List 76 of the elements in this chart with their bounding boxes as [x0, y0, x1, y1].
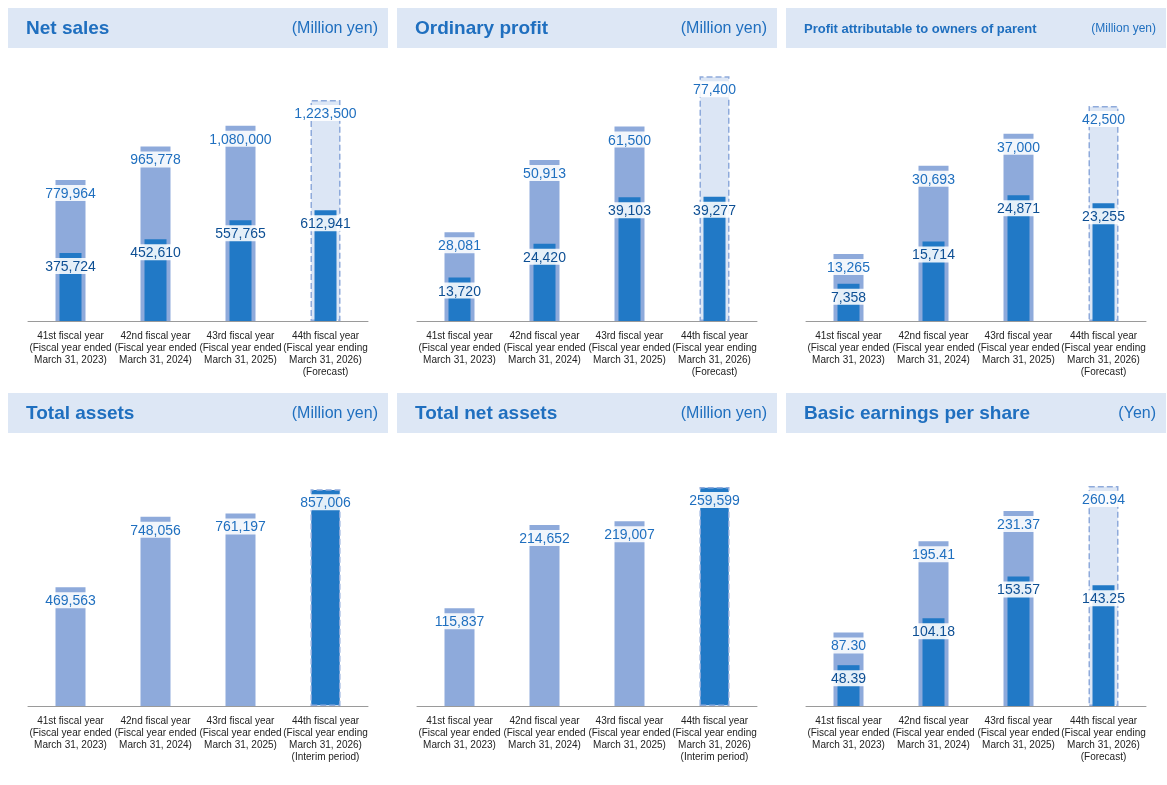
data-label: 1,080,000 — [209, 130, 272, 147]
chart-title: Profit attributable to owners of parent — [804, 20, 1037, 36]
data-label: 557,765 — [215, 225, 267, 242]
data-label: 24,871 — [997, 200, 1041, 217]
data-label: 87.30 — [830, 637, 867, 654]
data-label: 23,255 — [1082, 208, 1126, 225]
data-label: 153.57 — [997, 581, 1041, 598]
chart-title: Net sales — [26, 17, 110, 39]
data-label: 748,056 — [130, 521, 182, 538]
chart-subtitle: (Million yen) — [680, 19, 767, 37]
data-label: 77,400 — [693, 81, 737, 98]
data-label: 115,837 — [434, 613, 485, 630]
x-tick-label: 41st fiscal year (Fiscal year ended March 31, 2023) — [807, 329, 890, 365]
data-label: 375,724 — [45, 258, 97, 275]
x-tick-label: 43rd fiscal year (Fiscal year ended March 31, 2025) — [199, 329, 282, 365]
data-label: 779,964 — [45, 185, 97, 202]
data-label: 61,500 — [608, 131, 652, 148]
data-label: 195.41 — [912, 546, 956, 563]
x-tick-label: 42nd fiscal year (Fiscal year ended March 31, 2024) — [503, 714, 586, 750]
data-label: 143.25 — [1082, 590, 1126, 607]
x-tick-label: 41st fiscal year (Fiscal year ended March 31, 2023) — [418, 714, 501, 750]
x-tick-label: 41st fiscal year (Fiscal year ended March 31, 2023) — [807, 714, 890, 750]
x-tick-label: 44th fiscal year (Fiscal year ending March 31, 2026) (Forecast) — [672, 329, 757, 377]
data-label: 219,007 — [604, 526, 656, 543]
x-tick-label: 44th fiscal year (Fiscal year ending March 31, 2026) (Interim period) — [283, 714, 368, 762]
chart-title: Total assets — [26, 402, 135, 424]
data-label: 7,358 — [830, 288, 867, 305]
x-tick-label: 42nd fiscal year (Fiscal year ended March 31, 2024) — [114, 714, 197, 750]
data-label: 857,006 — [300, 494, 352, 511]
data-label: 761,197 — [215, 518, 267, 535]
x-tick-label: 43rd fiscal year (Fiscal year ended March 31, 2025) — [199, 714, 282, 750]
x-tick-label: 43rd fiscal year (Fiscal year ended March 31, 2025) — [977, 714, 1060, 750]
data-label: 965,778 — [130, 151, 182, 168]
data-label: 13,720 — [438, 282, 482, 299]
data-label: 15,714 — [912, 246, 956, 263]
data-label: 24,420 — [523, 248, 567, 265]
x-tick-label: 41st fiscal year (Fiscal year ended March 31, 2023) — [418, 329, 501, 365]
x-tick-label: 44th fiscal year (Fiscal year ending March 31, 2026) (Interim period) — [672, 714, 757, 762]
chart-title: Ordinary profit — [415, 17, 549, 39]
x-tick-label: 41st fiscal year (Fiscal year ended March 31, 2023) — [29, 714, 112, 750]
data-label: 13,265 — [827, 258, 871, 275]
data-label: 50,913 — [523, 164, 567, 181]
data-label: 104.18 — [912, 623, 956, 640]
data-label: 259,599 — [689, 492, 741, 509]
chart-subtitle: (Million yen) — [1091, 21, 1156, 35]
chart-title: Basic earnings per share — [804, 402, 1030, 424]
x-tick-label: 44th fiscal year (Fiscal year ending March 31, 2026) (Forecast) — [1061, 714, 1146, 762]
chart-subtitle: (Million yen) — [291, 404, 378, 422]
data-label: 30,693 — [912, 170, 956, 187]
x-tick-label: 43rd fiscal year (Fiscal year ended March 31, 2025) — [588, 714, 671, 750]
data-label: 612,941 — [300, 215, 352, 232]
x-tick-label: 44th fiscal year (Fiscal year ending March 31, 2026) (Forecast) — [1061, 329, 1146, 377]
x-tick-label: 43rd fiscal year (Fiscal year ended March 31, 2025) — [588, 329, 671, 365]
data-label: 39,103 — [608, 202, 652, 219]
data-label: 214,652 — [519, 529, 571, 546]
x-tick-label: 42nd fiscal year (Fiscal year ended March 31, 2024) — [503, 329, 586, 365]
data-label: 48.39 — [830, 670, 867, 687]
chart-title: Total net assets — [415, 402, 558, 424]
data-label: 42,500 — [1082, 110, 1126, 127]
data-label: 231.37 — [997, 515, 1041, 532]
chart-subtitle: (Yen) — [1118, 404, 1156, 422]
data-label: 28,081 — [438, 237, 482, 254]
x-tick-label: 42nd fiscal year (Fiscal year ended March 31, 2024) — [892, 329, 975, 365]
chart-subtitle: (Million yen) — [680, 404, 767, 422]
data-label: 37,000 — [997, 138, 1041, 155]
chart-subtitle: (Million yen) — [291, 19, 378, 37]
x-tick-label: 42nd fiscal year (Fiscal year ended March 31, 2024) — [892, 714, 975, 750]
x-tick-label: 41st fiscal year (Fiscal year ended March 31, 2023) — [29, 329, 112, 365]
data-label: 39,277 — [693, 201, 737, 218]
x-tick-label: 42nd fiscal year (Fiscal year ended March 31, 2024) — [114, 329, 197, 365]
data-label: 469,563 — [45, 592, 97, 609]
data-label: 452,610 — [130, 244, 182, 261]
x-tick-label: 43rd fiscal year (Fiscal year ended March 31, 2025) — [977, 329, 1060, 365]
data-label: 260.94 — [1082, 490, 1126, 507]
x-tick-label: 44th fiscal year (Fiscal year ending March 31, 2026) (Forecast) — [283, 329, 368, 377]
data-label: 1,223,500 — [294, 104, 357, 121]
